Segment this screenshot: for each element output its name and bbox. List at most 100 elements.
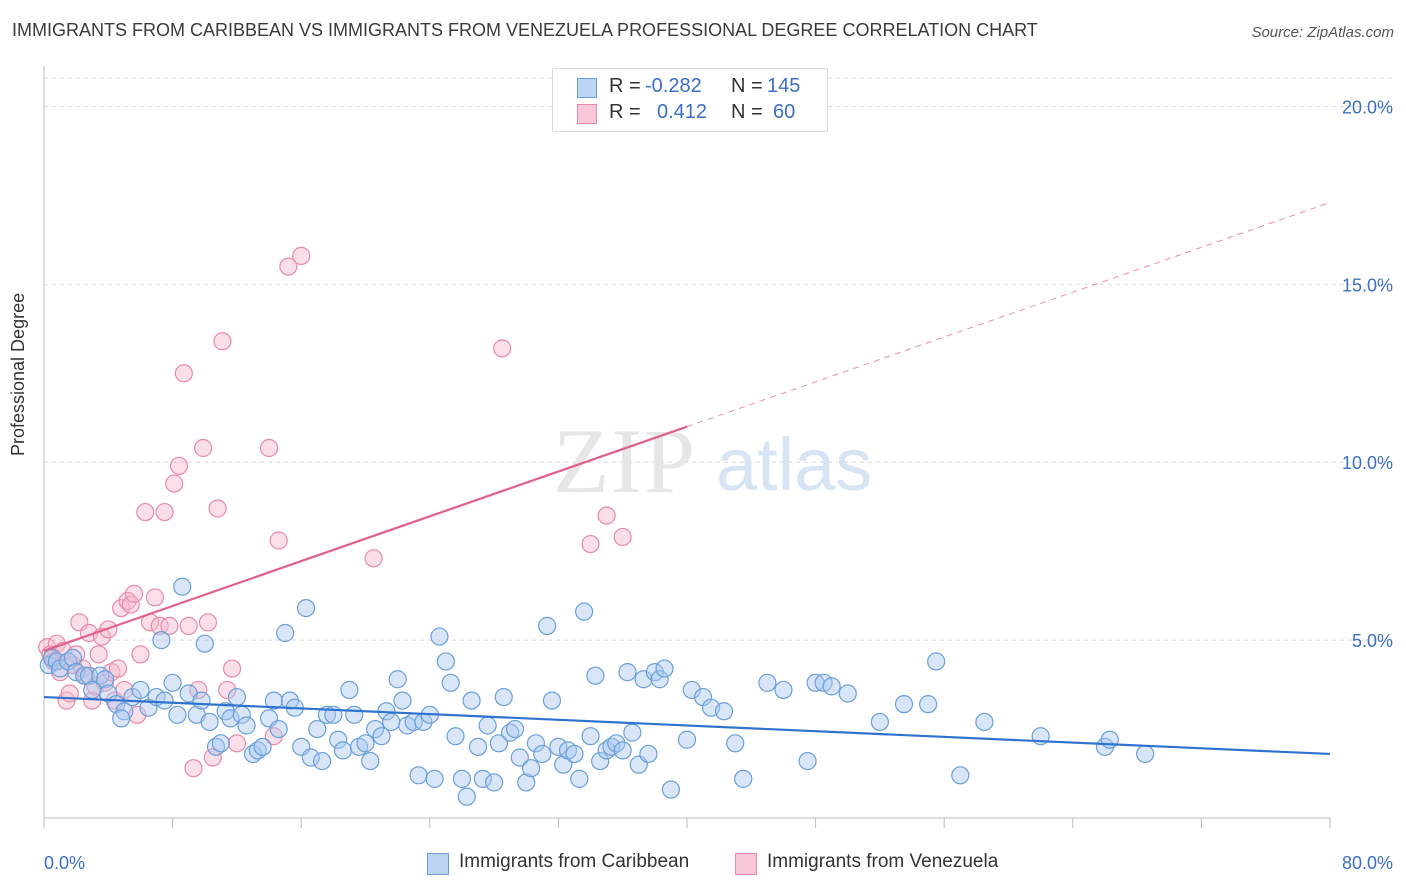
venezuela-point xyxy=(198,613,218,632)
watermark-zip: ZIP xyxy=(553,410,697,512)
caribbean-legend-label: Immigrants from Caribbean xyxy=(459,851,690,872)
watermark: ZIP atlas xyxy=(553,410,872,512)
caribbean-point xyxy=(485,773,504,792)
venezuela-point xyxy=(581,534,600,554)
caribbean-point xyxy=(345,705,364,724)
caribbean-point xyxy=(661,780,681,799)
venezuela-point xyxy=(203,748,222,767)
caribbean-point xyxy=(372,727,391,746)
caribbean-point xyxy=(714,702,734,721)
caribbean-point xyxy=(301,748,320,767)
x-tick-label: 80.0% xyxy=(1342,853,1393,873)
caribbean-point xyxy=(276,623,295,643)
caribbean-point xyxy=(296,598,316,618)
venezuela-point xyxy=(174,364,193,383)
caribbean-point xyxy=(237,716,256,735)
venezuela-trend-extension xyxy=(686,202,1331,428)
caribbean-point xyxy=(726,734,745,753)
caribbean-point xyxy=(586,666,605,685)
caribbean-point xyxy=(312,751,332,771)
caribbean-swatch xyxy=(577,78,597,98)
chart-title: IMMIGRANTS FROM CARIBBEAN VS IMMIGRANTS … xyxy=(12,20,1038,40)
caribbean-point xyxy=(549,737,568,756)
venezuela-point xyxy=(108,659,128,678)
y-tick-label: 10.0% xyxy=(1342,453,1393,473)
caribbean-point xyxy=(462,691,481,710)
caribbean-point xyxy=(446,727,465,746)
caribbean-point xyxy=(221,709,240,728)
caribbean-legend-swatch xyxy=(427,853,449,875)
venezuela-point xyxy=(118,591,137,611)
venezuela-point xyxy=(213,332,232,351)
venezuela-point xyxy=(227,734,246,753)
caribbean-point xyxy=(554,755,573,774)
venezuela-point xyxy=(145,588,165,607)
caribbean-point xyxy=(382,712,401,732)
legend-n-value: 60 xyxy=(773,101,796,123)
caribbean-point xyxy=(798,751,817,771)
venezuela-point xyxy=(160,616,179,635)
caribbean-point xyxy=(393,691,412,710)
caribbean-point xyxy=(870,712,890,732)
caribbean-point xyxy=(468,737,488,756)
caribbean-point xyxy=(894,695,914,714)
venezuela-point xyxy=(493,339,512,358)
caribbean-point xyxy=(591,751,610,771)
caribbean-point xyxy=(677,730,697,749)
venezuela-point xyxy=(184,759,203,778)
venezuela-point xyxy=(155,502,174,522)
bottom-legend-caribbean: Immigrants from Caribbean xyxy=(427,851,717,877)
caribbean-point xyxy=(75,666,94,685)
caribbean-point xyxy=(200,712,219,732)
caribbean-point xyxy=(682,680,701,700)
caribbean-point xyxy=(494,687,513,707)
legend-r-value: 0.412 xyxy=(657,101,708,123)
caribbean-point xyxy=(173,577,192,596)
caribbean-point xyxy=(542,691,562,710)
caribbean-point xyxy=(112,709,131,728)
venezuela-point xyxy=(150,616,169,635)
caribbean-point xyxy=(155,691,174,710)
legend-n-label: N = xyxy=(731,101,763,123)
legend-row-caribbean: R = -0.282 N = 145 xyxy=(577,75,817,101)
caribbean-point xyxy=(639,744,658,764)
x-tick-labels: 0.0% 80.0% xyxy=(44,853,1393,873)
caribbean-point xyxy=(489,734,509,753)
caribbean-point xyxy=(430,627,449,646)
caribbean-point xyxy=(575,602,594,621)
venezuela-point xyxy=(259,438,279,458)
venezuela-point xyxy=(613,527,632,547)
venezuela-point xyxy=(364,549,383,568)
caribbean-point xyxy=(356,734,375,753)
watermark-atlas: atlas xyxy=(716,423,872,506)
venezuela-point xyxy=(218,680,237,700)
venezuela-point xyxy=(279,257,298,276)
caribbean-point xyxy=(533,744,552,764)
caribbean-point xyxy=(565,744,584,764)
trend-lines xyxy=(43,202,1331,756)
y-tick-label: 5.0% xyxy=(1352,631,1393,651)
venezuela-swatch xyxy=(577,104,597,124)
caribbean-point xyxy=(366,719,385,739)
venezuela-point xyxy=(269,531,288,550)
caribbean-point xyxy=(634,670,653,689)
venezuela-point xyxy=(222,659,242,678)
caribbean-point xyxy=(538,616,557,635)
venezuela-point xyxy=(124,584,144,603)
caribbean-point xyxy=(655,659,674,678)
caribbean-point xyxy=(131,680,150,700)
caribbean-point xyxy=(152,631,171,650)
venezuela-point xyxy=(179,616,198,635)
caribbean-point xyxy=(329,730,348,749)
legend-r-value: -0.282 xyxy=(645,75,702,97)
caribbean-trend-line xyxy=(43,695,1331,756)
caribbean-point xyxy=(951,766,970,785)
caribbean-point xyxy=(192,691,211,710)
caribbean-point xyxy=(650,670,669,689)
caribbean-point xyxy=(510,748,529,767)
caribbean-point xyxy=(570,769,589,788)
venezuela-point xyxy=(136,502,155,522)
caribbean-point xyxy=(425,769,444,788)
caribbean-point xyxy=(473,769,492,788)
